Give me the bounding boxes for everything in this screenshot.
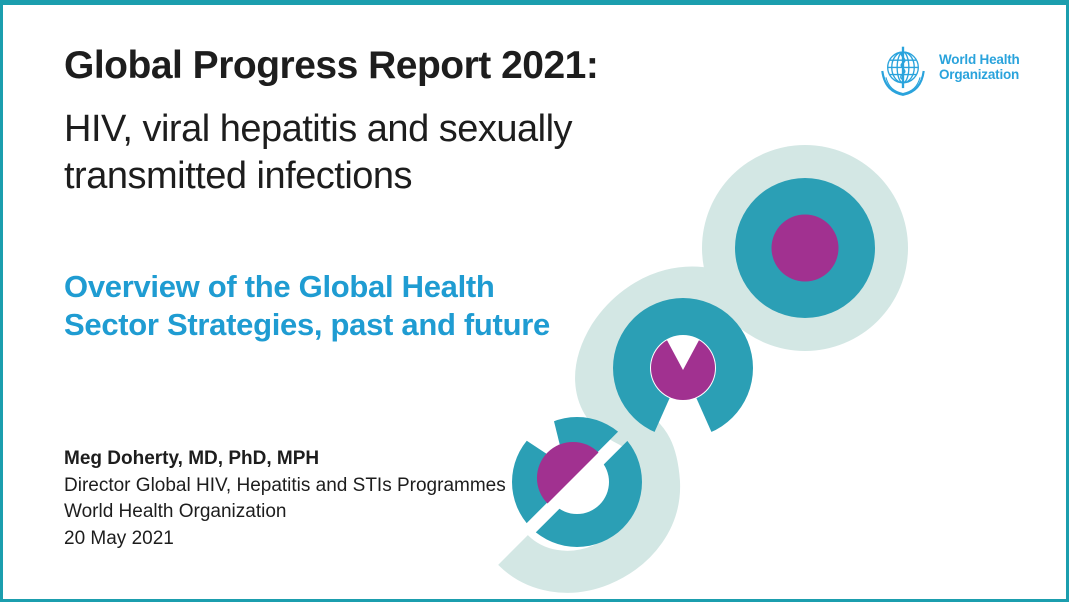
section-heading-line2: Sector Strategies, past and future: [64, 307, 550, 342]
title-block: Global Progress Report 2021: HIV, viral …: [64, 44, 599, 200]
section-heading-line1: Overview of the Global Health: [64, 269, 495, 304]
report-subtitle: HIV, viral hepatitis and sexually transm…: [64, 106, 598, 200]
serpentine-circles-graphic: [498, 145, 908, 593]
who-logo: World Health Organization: [876, 43, 1020, 99]
who-logo-line1: World Health: [939, 52, 1020, 67]
presenter-org: World Health Organization: [64, 501, 287, 522]
presentation-date: 20 May 2021: [64, 527, 174, 549]
presenter-role: Director Global HIV, Hepatitis and STIs …: [64, 474, 506, 496]
report-title: Global Progress Report 2021:: [64, 44, 599, 87]
who-logo-line2: Organization: [939, 67, 1020, 82]
who-logo-wordmark: World Health Organization: [939, 52, 1020, 82]
presenter-block: Meg Doherty, MD, PhD, MPH Director Globa…: [64, 446, 506, 552]
who-emblem-icon: [881, 46, 925, 96]
section-heading: Overview of the Global Health Sector Str…: [64, 268, 550, 344]
report-subtitle-line1: HIV, viral hepatitis and sexually: [64, 107, 573, 150]
presenter-name: Meg Doherty, MD, PhD, MPH: [64, 448, 320, 469]
report-subtitle-line2: transmitted infections: [64, 154, 413, 197]
